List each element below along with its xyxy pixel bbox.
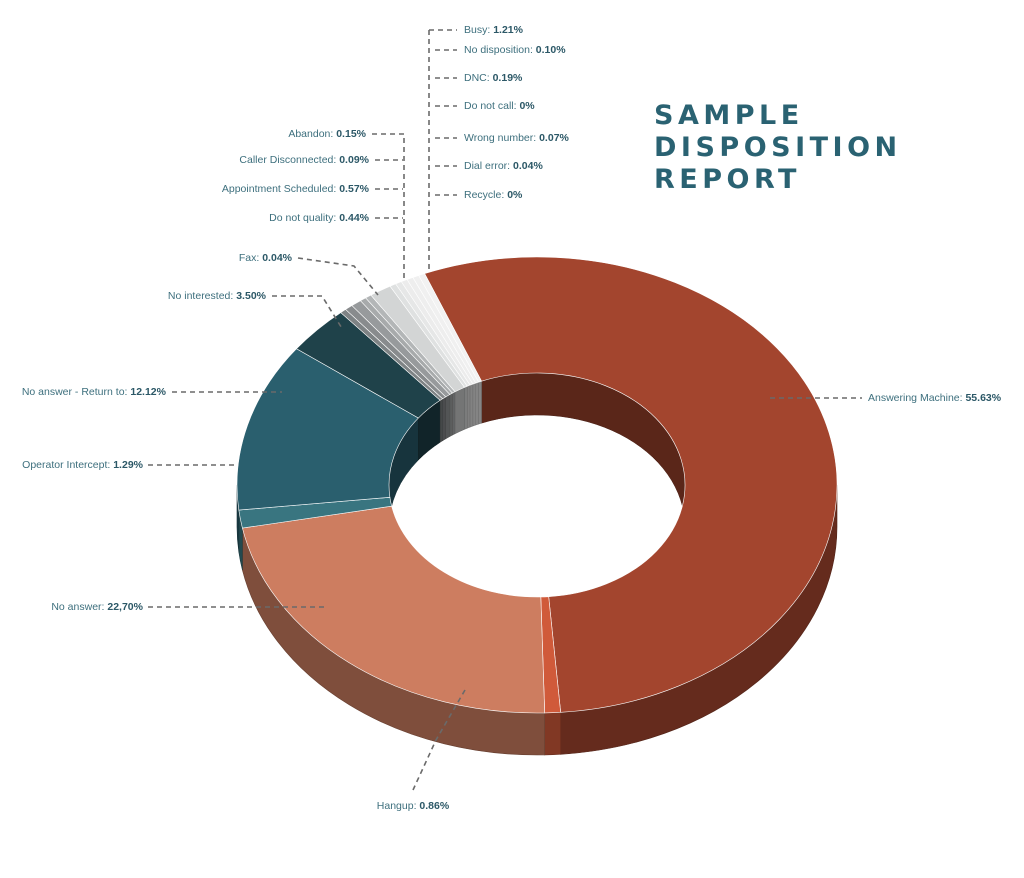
slice-answering-machine: [424, 256, 838, 713]
label-name-caller-disconnected: Caller Disconnected:: [239, 154, 339, 166]
label-value-answering-machine: 55.63%: [965, 392, 1001, 404]
label-name-no-interested: No interested:: [168, 290, 236, 302]
label-name-operator-intercept: Operator Intercept:: [22, 459, 113, 471]
label-value-no-answer-return-to: 12.12%: [130, 386, 166, 398]
label-hangup: Hangup: 0.86%: [377, 800, 450, 812]
inner-wall-recycle: [478, 380, 482, 425]
label-value-hangup: 0.86%: [419, 800, 449, 812]
label-busy: Busy: 1.21%: [464, 24, 524, 36]
label-value-do-not-call: 0%: [519, 100, 535, 112]
leader-abandon: [372, 133, 405, 282]
label-name-no-answer-return-to: No answer - Return to:: [22, 386, 131, 398]
inner-wall-abandon: [452, 391, 456, 436]
label-appointment-scheduled: Appointment Scheduled: 0.57%: [222, 183, 370, 195]
label-value-dnc: 0.19%: [493, 72, 523, 84]
label-name-abandon: Abandon:: [288, 128, 336, 140]
label-do-not-quality: Do not quality: 0.44%: [269, 212, 369, 224]
label-value-busy: 1.21%: [493, 24, 523, 36]
label-value-do-not-quality: 0.44%: [339, 212, 369, 224]
label-value-no-interested: 3.50%: [236, 290, 266, 302]
title-line-2: DISPOSITION: [654, 132, 902, 163]
label-fax: Fax: 0.04%: [239, 252, 293, 264]
label-value-caller-disconnected: 0.09%: [339, 154, 369, 166]
label-operator-intercept: Operator Intercept: 1.29%: [22, 459, 143, 471]
label-name-do-not-call: Do not call:: [464, 100, 519, 112]
label-name-answering-machine: Answering Machine:: [868, 392, 965, 404]
label-name-recycle: Recycle:: [464, 189, 507, 201]
label-value-no-answer: 22,70%: [107, 601, 143, 613]
label-value-recycle: 0%: [507, 189, 523, 201]
label-value-no-disposition: 0.10%: [536, 44, 566, 56]
label-caller-disconnected: Caller Disconnected: 0.09%: [239, 154, 369, 166]
inner-wall-no-disposition: [464, 385, 468, 430]
inner-wall-busy: [454, 386, 465, 435]
label-name-busy: Busy:: [464, 24, 493, 36]
inner-wall-do-not-call: [469, 383, 474, 428]
label-answering-machine: Answering Machine: 55.63%: [868, 392, 1002, 404]
slice-recycle: [418, 273, 482, 383]
label-name-no-disposition: No disposition:: [464, 44, 536, 56]
label-value-dial-error: 0.04%: [513, 160, 543, 172]
label-name-wrong-number: Wrong number:: [464, 132, 539, 144]
label-name-no-answer: No answer:: [51, 601, 107, 613]
label-dial-error: Dial error: 0.04%: [464, 160, 543, 172]
label-no-disposition: No disposition: 0.10%: [464, 44, 566, 56]
label-name-dnc: DNC:: [464, 72, 493, 84]
label-name-appointment-scheduled: Appointment Scheduled:: [222, 183, 339, 195]
label-dnc: DNC: 0.19%: [464, 72, 523, 84]
title-line-3: REPORT: [654, 164, 801, 195]
inner-wall-dial-error: [475, 381, 479, 426]
slice-group: [236, 256, 838, 714]
label-no-interested: No interested: 3.50%: [168, 290, 267, 302]
leader-no-interested: [272, 295, 344, 331]
label-name-fax: Fax:: [239, 252, 262, 264]
label-group: Answering Machine: 55.63% Hangup: 0.86% No…: [22, 24, 1002, 812]
inner-wall-wrong-number: [472, 382, 477, 427]
title-line-1: SAMPLE: [654, 100, 804, 131]
inner-wall-fax: [439, 398, 443, 443]
label-no-answer: No answer: 22,70%: [51, 601, 143, 613]
label-name-dial-error: Dial error:: [464, 160, 513, 172]
inner-wall-caller-disconnected: [449, 392, 453, 437]
leader-line-group: [148, 29, 862, 791]
leader-hangup: [412, 689, 466, 791]
label-abandon: Abandon: 0.15%: [288, 128, 366, 140]
label-do-not-call: Do not call: 0%: [464, 100, 535, 112]
inner-wall-dnc: [467, 384, 471, 429]
label-recycle: Recycle: 0%: [464, 189, 523, 201]
inner-wall-appointment-scheduled: [445, 394, 451, 440]
label-wrong-number: Wrong number: 0.07%: [464, 132, 570, 144]
leader-fax: [297, 257, 379, 296]
outer-wall-group: [236, 484, 838, 756]
label-value-fax: 0.04%: [262, 252, 292, 264]
chart-title: SAMPLE DISPOSITION REPORT: [654, 100, 902, 196]
label-value-abandon: 0.15%: [336, 128, 366, 140]
slice-no-answer-return-to: [236, 348, 419, 511]
label-name-do-not-quality: Do not quality:: [269, 212, 339, 224]
label-value-wrong-number: 0.07%: [539, 132, 569, 144]
slice-no-answer: [242, 505, 546, 714]
wall-hangup: [544, 711, 561, 756]
label-name-hangup: Hangup:: [377, 800, 420, 812]
inner-wall-do-not-quality: [442, 396, 446, 442]
label-value-operator-intercept: 1.29%: [113, 459, 143, 471]
label-value-appointment-scheduled: 0.57%: [339, 183, 369, 195]
label-no-answer-return-to: No answer - Return to: 12.12%: [22, 386, 167, 398]
